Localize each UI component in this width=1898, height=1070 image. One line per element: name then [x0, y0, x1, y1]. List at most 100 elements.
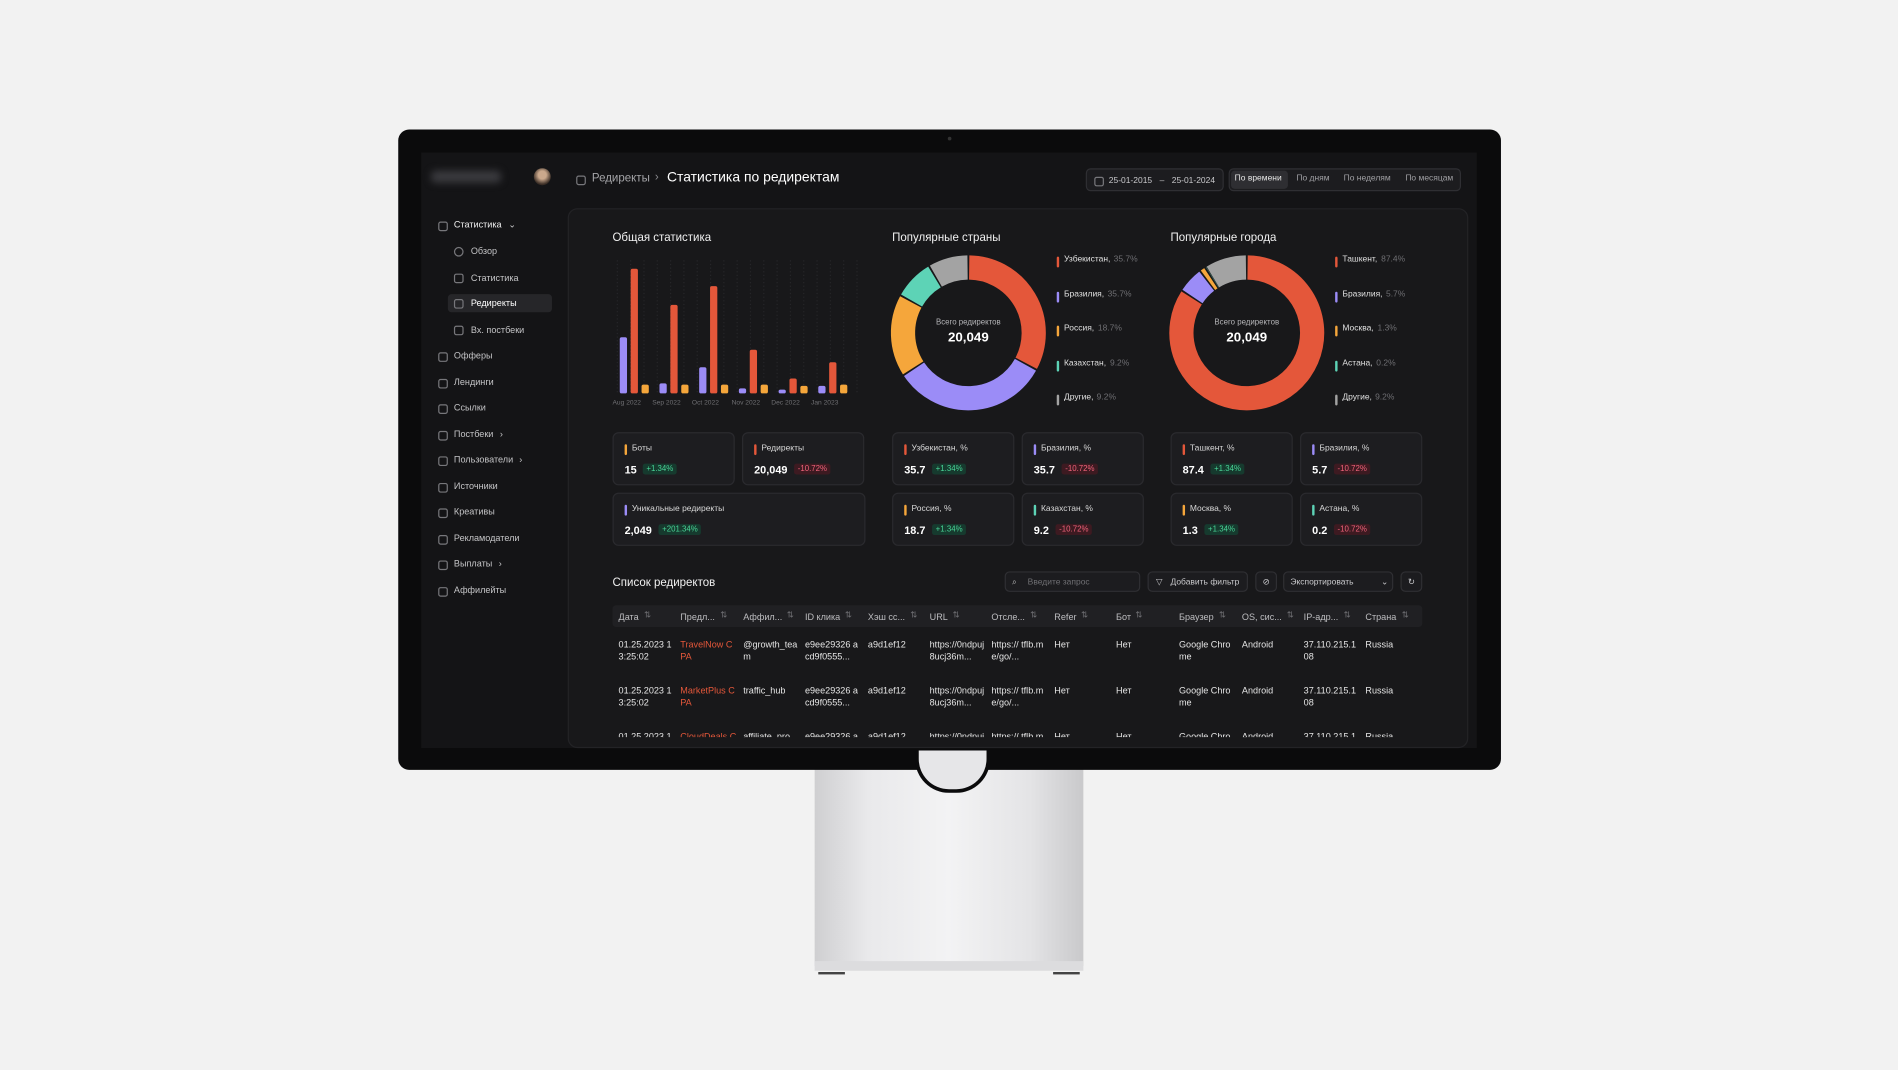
legend-swatch — [1335, 256, 1338, 268]
search-box[interactable]: ⌕ Введите запрос — [1004, 571, 1141, 592]
sort-icon: ⇅ — [1343, 611, 1351, 620]
sort-icon: ⇅ — [844, 611, 853, 620]
card-label: Бразилия, % — [1040, 444, 1092, 453]
legend-value: 35.7% — [1113, 255, 1138, 264]
table-cell: Нет — [1116, 731, 1132, 738]
menu-item[interactable]: Лендинги — [453, 375, 494, 387]
table-cell: Android — [1241, 685, 1274, 697]
card-value: 35.7 — [904, 463, 926, 476]
column-header[interactable]: URL — [929, 611, 948, 623]
column-header[interactable]: IP-адр... — [1303, 611, 1339, 623]
camera — [947, 136, 952, 141]
table-cell: Google Chrome — [1178, 731, 1231, 738]
x-tick-label: Dec 2022 — [771, 399, 800, 407]
legend-label: Другие, — [1063, 393, 1094, 402]
column-header[interactable]: OS, сис... — [1241, 611, 1282, 623]
card-label: Ташкент, % — [1189, 444, 1235, 453]
icon — [576, 175, 586, 186]
menu-item[interactable]: Источники — [453, 479, 498, 491]
date-range[interactable]: 25-01-2015 – 25-01-2024 — [1085, 168, 1224, 192]
menu-item[interactable]: Постбеки — [453, 427, 494, 439]
menu-item[interactable]: Офферы — [453, 349, 493, 361]
table-cell: 01.25.2023 13:25:02 — [618, 685, 672, 709]
icon — [438, 378, 448, 388]
chevron: › — [519, 453, 523, 465]
column-header[interactable]: Refer — [1054, 611, 1077, 623]
donut-center-value: 20,049 — [1226, 330, 1268, 345]
menu-item[interactable]: Вх. постбеки — [470, 324, 525, 336]
menu-item[interactable]: Ссылки — [453, 401, 486, 413]
card-marker — [754, 444, 757, 456]
legend-value: 9.2% — [1096, 393, 1117, 402]
column-header[interactable]: Страна — [1365, 611, 1397, 623]
legend-swatch — [1335, 360, 1338, 372]
menu-item[interactable]: Пользователи — [453, 453, 514, 465]
filter-button[interactable]: ▽ Добавить фильтр — [1147, 571, 1248, 592]
table-cell: Нет — [1054, 639, 1070, 651]
period-tab[interactable]: По неделям — [1343, 174, 1391, 183]
card-label: Бразилия, % — [1319, 444, 1370, 453]
avatar[interactable] — [533, 168, 551, 186]
legend-swatch — [1056, 256, 1060, 268]
sort-icon: ⇅ — [720, 611, 728, 620]
card-change: +1.34% — [932, 463, 967, 475]
menu-item-active[interactable]: Редиректы — [470, 297, 517, 309]
column-header[interactable]: ID клика — [804, 611, 841, 623]
period-tab[interactable]: По дням — [1296, 174, 1330, 183]
menu-item[interactable]: Статистика — [470, 272, 519, 284]
x-tick-label: Nov 2022 — [731, 399, 761, 407]
menu-item[interactable]: Рекламодатели — [453, 531, 520, 543]
column-header[interactable]: Предл... — [680, 611, 715, 623]
column-header[interactable]: Отсле... — [991, 611, 1025, 623]
menu-item[interactable]: Аффилейты — [453, 584, 507, 595]
menu-item[interactable]: Выплаты — [453, 558, 493, 569]
legend-swatch — [1056, 325, 1060, 337]
clear-filter-button[interactable]: ⊘ — [1255, 571, 1278, 592]
table-cell: https://0ndpuj8ucj36m... — [929, 731, 985, 738]
column-header[interactable]: Бот — [1116, 611, 1132, 623]
column-header[interactable]: Аффил... — [743, 611, 783, 623]
menu-item[interactable]: Креативы — [453, 505, 495, 517]
stand-base — [814, 961, 1084, 971]
menu-item[interactable]: Обзор — [470, 245, 498, 257]
card-label: Астана, % — [1319, 504, 1360, 514]
card-value: 0.2 — [1312, 524, 1328, 537]
period-tab[interactable]: По месяцам — [1405, 174, 1454, 183]
column-header[interactable]: Дата — [618, 611, 639, 623]
column-header[interactable]: Хэш сс... — [867, 611, 906, 623]
period-tab[interactable]: По времени — [1234, 174, 1282, 183]
legend-value: 18.7% — [1097, 324, 1122, 333]
donut-segment — [1169, 255, 1325, 411]
chevron: › — [499, 427, 503, 439]
export-dropdown[interactable]: Экспортировать ⌄ — [1283, 571, 1394, 592]
table-title: Список редиректов — [612, 576, 716, 590]
refresh-button[interactable]: ↻ — [1400, 571, 1423, 592]
legend-label: Узбекистан, — [1063, 255, 1111, 264]
breadcrumb-parent[interactable]: Редиректы — [591, 171, 650, 186]
card-change: +1.34% — [642, 463, 677, 475]
table-cell: @growth_team — [743, 639, 798, 663]
table-cell: Нет — [1116, 685, 1132, 697]
card-value: 18.7 — [904, 524, 926, 537]
active-item-bg — [447, 294, 552, 313]
x-tick-label: Sep 2022 — [652, 399, 681, 407]
legend-value: 9.2% — [1375, 393, 1395, 402]
table-cell: a9d1ef12 — [867, 731, 906, 738]
bar — [818, 385, 826, 394]
logo — [430, 170, 502, 183]
sort-icon: ⇅ — [1030, 611, 1038, 620]
menu-group[interactable]: Статистика — [453, 219, 502, 230]
bar — [619, 337, 628, 394]
icon — [438, 352, 448, 362]
card-marker — [1033, 504, 1037, 516]
bar — [630, 268, 638, 394]
legend-value: 35.7% — [1107, 289, 1132, 299]
card-marker — [904, 444, 907, 456]
column-header[interactable]: Браузер — [1178, 611, 1214, 623]
icon — [438, 221, 448, 232]
table-cell: https:// tflb.me/go/... — [991, 639, 1044, 663]
x-tick-label: Aug 2022 — [612, 399, 642, 407]
